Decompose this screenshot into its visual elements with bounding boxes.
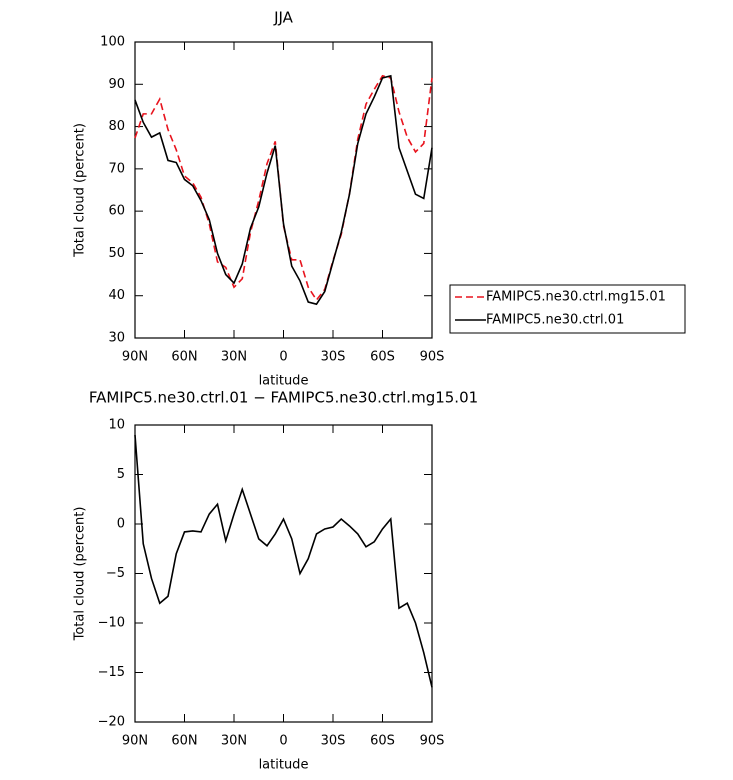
x-tick-label: 30S <box>321 734 346 749</box>
y-tick-label: 50 <box>108 246 125 261</box>
x-tick-label: 60S <box>370 350 395 365</box>
x-tick-label: 90N <box>122 350 148 365</box>
plot-frame <box>134 424 433 723</box>
data-line <box>134 74 433 302</box>
data-line <box>134 434 433 688</box>
x-tick-label: 90S <box>420 350 445 365</box>
y-tick-label: 100 <box>100 35 125 50</box>
x-tick-label: 90S <box>420 734 445 749</box>
x-axis-label: latitude <box>259 374 309 389</box>
y-axis-label: Total cloud (percent) <box>73 123 88 258</box>
x-tick-label: 60N <box>171 734 197 749</box>
y-axis-label: Total cloud (percent) <box>73 507 88 642</box>
legend-label: FAMIPC5.ne30.ctrl.mg15.01 <box>486 290 666 305</box>
legend-label: FAMIPC5.ne30.ctrl.01 <box>486 313 624 328</box>
y-tick-label: 70 <box>108 161 125 176</box>
y-tick-label: 10 <box>108 418 125 433</box>
chart-title: JJA <box>273 9 294 27</box>
y-tick-label: −15 <box>98 665 125 680</box>
y-tick-label: 5 <box>117 467 125 482</box>
data-line <box>134 74 433 306</box>
y-tick-label: 40 <box>108 288 125 303</box>
x-tick-label: 30N <box>221 350 247 365</box>
x-tick-label: 90N <box>122 734 148 749</box>
y-tick-label: 60 <box>108 204 125 219</box>
plot-frame <box>134 41 433 339</box>
y-tick-label: −5 <box>106 566 125 581</box>
y-tick-label: 0 <box>117 517 125 532</box>
y-tick-label: −10 <box>98 616 125 631</box>
chart-title: FAMIPC5.ne30.ctrl.01 − FAMIPC5.ne30.ctrl… <box>89 389 478 407</box>
x-tick-label: 60S <box>370 734 395 749</box>
x-tick-label: 60N <box>171 350 197 365</box>
x-tick-label: 0 <box>279 734 287 749</box>
y-tick-label: −20 <box>98 715 125 730</box>
x-axis-label: latitude <box>259 758 309 773</box>
y-tick-label: 90 <box>108 77 125 92</box>
legend-box <box>449 284 686 334</box>
x-tick-label: 0 <box>279 350 287 365</box>
y-tick-label: 30 <box>108 331 125 346</box>
y-tick-label: 80 <box>108 119 125 134</box>
x-tick-label: 30N <box>221 734 247 749</box>
x-tick-label: 30S <box>321 350 346 365</box>
